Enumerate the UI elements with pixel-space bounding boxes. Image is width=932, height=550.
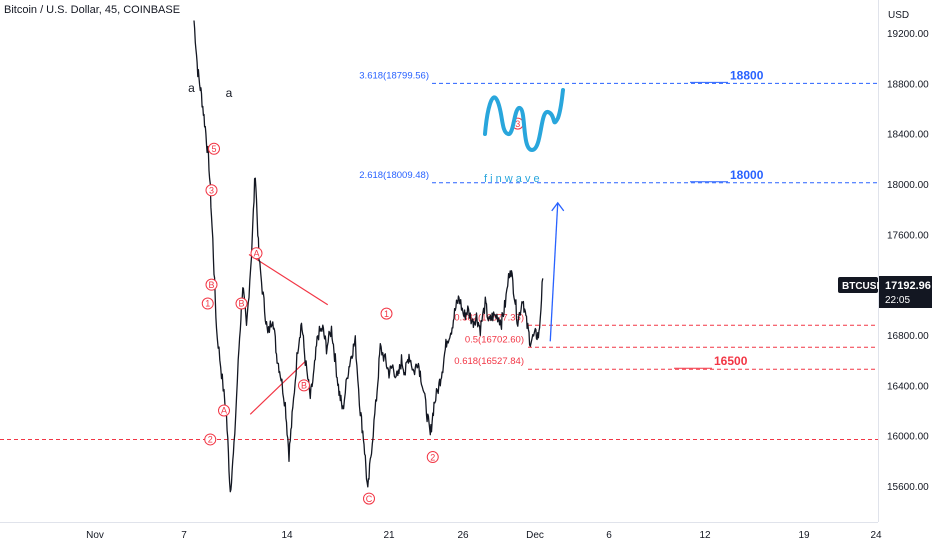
- x-tick-label: 21: [383, 530, 395, 541]
- fib-level-label: 2.618(18009.48): [359, 170, 429, 181]
- wave-label-circle: [205, 278, 218, 291]
- last-price-value: 17192.96: [885, 280, 931, 292]
- ticker-badge: BTCUSD: [838, 277, 884, 293]
- projection-arrow: [549, 201, 565, 342]
- wave-label-text: 5: [211, 144, 216, 154]
- wave-label-circle: [235, 297, 248, 310]
- x-tick-label: Dec: [526, 530, 544, 541]
- triangle-line: [249, 360, 306, 415]
- projection-line: [549, 202, 559, 342]
- target-label: 18800: [730, 68, 764, 82]
- ticker-text: BTCUSD: [842, 281, 884, 292]
- wave-labels: 5 3 1 B B A 2 A B C 1 2 3 a a: [188, 81, 524, 505]
- wave-label-text: 3: [515, 119, 520, 129]
- wave-label: 2: [204, 433, 217, 446]
- x-tick-label: 24: [870, 530, 882, 541]
- x-tick-label: 6: [606, 530, 612, 541]
- x-tick-label: Nov: [86, 530, 104, 541]
- wave-label-text: 1: [384, 309, 389, 319]
- wave-label-black: a: [188, 81, 195, 95]
- last-price-badge: 17192.96 22:05: [879, 276, 932, 308]
- wave-label: 5: [208, 142, 220, 155]
- wave-label-circle: [204, 433, 217, 446]
- wave-label-circle: [298, 379, 310, 392]
- wave-label: B: [205, 278, 218, 291]
- wave-label-text: C: [366, 494, 373, 504]
- wave-label: B: [235, 297, 248, 310]
- wave-label-black: a: [226, 86, 233, 100]
- y-tick-label: 18000.00: [887, 180, 929, 191]
- wave-label: A: [218, 404, 230, 417]
- wave-label: 3: [205, 184, 218, 197]
- y-tick-label: 18800.00: [887, 79, 929, 90]
- target-label: 16500: [714, 354, 748, 368]
- wave-label-text: 3: [209, 185, 214, 195]
- wave-label: 1: [380, 307, 393, 320]
- triangle-line: [248, 253, 329, 306]
- wave-label-circle: [201, 297, 214, 310]
- y-tick-label: 17600.00: [887, 230, 929, 241]
- currency-label: USD: [888, 10, 909, 21]
- wave-label-text: 2: [208, 435, 213, 445]
- y-tick-label: 19200.00: [887, 29, 929, 40]
- finwave-logo-text: f i n w a v e: [484, 173, 540, 185]
- wave-label: A: [250, 247, 263, 260]
- y-tick-label: 15600.00: [887, 482, 929, 493]
- fib-level-label: 3.618(18799.56): [359, 70, 429, 81]
- x-tick-label: 19: [798, 530, 810, 541]
- countdown-value: 22:05: [885, 295, 910, 306]
- wave-label-circle: [208, 142, 220, 155]
- x-tick-label: 26: [457, 530, 469, 541]
- x-tick-label: 14: [281, 530, 293, 541]
- y-tick-label: 18400.00: [887, 130, 929, 141]
- wave-label-circle: [380, 307, 393, 320]
- wave-label-text: B: [238, 299, 244, 309]
- wave-label: C: [363, 492, 375, 505]
- wave-label-circle: [250, 247, 263, 260]
- x-tick-label: 12: [699, 530, 711, 541]
- wave-label-text: 1: [205, 299, 210, 309]
- price-series: [193, 20, 544, 493]
- wave-label-circle: [218, 404, 230, 417]
- y-tick-label: 16000.00: [887, 432, 929, 443]
- fib-level-label: 0.618(16527.84): [454, 356, 524, 367]
- wave-label-circle: [426, 451, 439, 464]
- y-tick-label: 16800.00: [887, 331, 929, 342]
- price-line: [193, 20, 544, 493]
- fib-level-label: 0.5(16702.60): [465, 334, 524, 345]
- target-label: 18000: [730, 168, 764, 182]
- finwave-logo: f i n w a v e: [483, 88, 565, 185]
- price-axis[interactable]: 19200.00 18800.00 18400.00 18000.00 17600.00…: [887, 29, 929, 493]
- wave-label-text: B: [208, 280, 214, 290]
- wave-label-text: 2: [430, 452, 435, 462]
- wave-label: 1: [201, 297, 214, 310]
- wave-label-circle: [363, 492, 375, 505]
- wave-label: B: [298, 379, 310, 392]
- wave-label: 2: [426, 451, 439, 464]
- y-tick-label: 16400.00: [887, 381, 929, 392]
- x-tick-label: 7: [181, 530, 187, 541]
- wave-label-text: A: [221, 406, 227, 416]
- wave-label-circle: [205, 184, 218, 197]
- symbol-title: Bitcoin / U.S. Dollar, 45, COINBASE: [4, 4, 181, 16]
- projection-arrowhead: [551, 201, 565, 212]
- wave-label-text: A: [253, 248, 259, 258]
- time-axis[interactable]: Nov 7 14 21 26 Dec 6 12 19 24: [86, 530, 882, 541]
- wave-label-text: B: [301, 381, 307, 391]
